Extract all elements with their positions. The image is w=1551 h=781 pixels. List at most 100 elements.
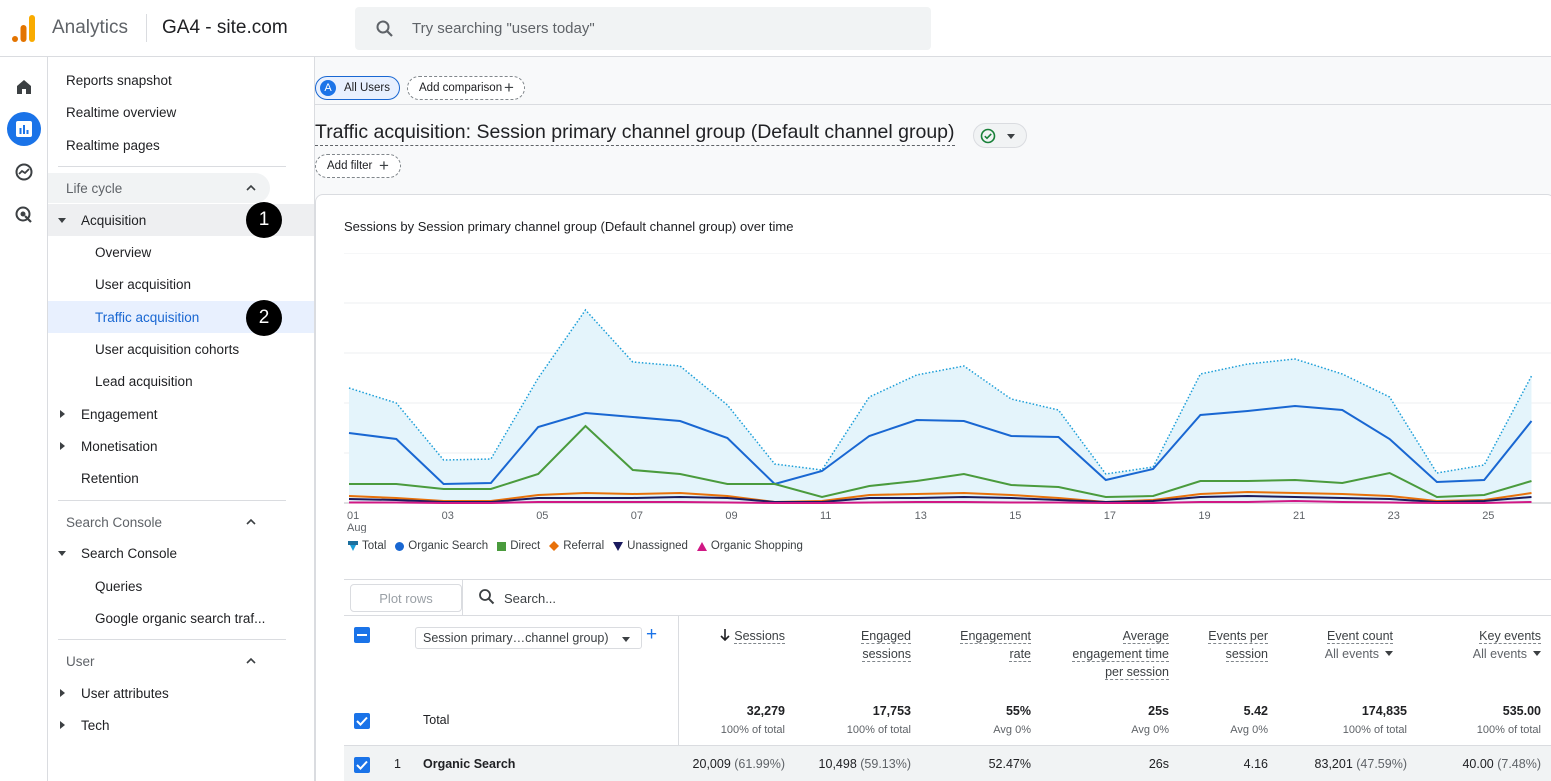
section-user[interactable]: User — [48, 646, 270, 676]
nav-realtime-overview[interactable]: Realtime overview — [48, 96, 314, 128]
caret-down-icon — [58, 218, 66, 223]
property-selector[interactable]: GA4 - site.com — [162, 17, 288, 38]
nav-queries[interactable]: Queries — [48, 570, 314, 602]
nav-label: User attributes — [81, 685, 169, 701]
nav-label: Tech — [81, 717, 110, 733]
row-checkbox[interactable] — [354, 757, 370, 773]
nav-search-console[interactable]: Search Console — [48, 537, 314, 569]
search-input[interactable]: Try searching "users today" — [355, 7, 931, 50]
column-header-sessions[interactable]: Sessions — [720, 627, 785, 645]
add-dimension-button[interactable]: + — [646, 624, 658, 645]
nav-retention[interactable]: Retention — [48, 462, 314, 494]
dimension-selector[interactable]: Session primary…channel group) — [415, 627, 642, 649]
total-sub: Avg 0% — [1230, 724, 1268, 736]
legend-item-organic-shopping[interactable]: Organic Shopping — [696, 540, 803, 552]
report-card: Sessions by Session primary channel grou… — [315, 194, 1551, 781]
chart-legend: Total Organic Search Direct Referral Una… — [348, 540, 812, 552]
advertising-icon — [15, 206, 32, 223]
column-divider — [678, 615, 679, 781]
square-marker-icon — [497, 541, 507, 551]
series-line-organic-search[interactable] — [348, 404, 1533, 486]
event-filter-label[interactable]: All events — [1472, 647, 1527, 661]
search-placeholder: Try searching "users today" — [412, 20, 595, 37]
row-label[interactable]: Organic Search — [423, 757, 516, 771]
row-value: 83,201 (47.59%) — [1315, 757, 1407, 771]
legend-item-unassigned[interactable]: Unassigned — [613, 540, 688, 552]
nav-reports-snapshot[interactable]: Reports snapshot — [48, 64, 314, 96]
total-sub: 100% of total — [1476, 724, 1541, 736]
home-icon — [17, 80, 31, 94]
plot-rows-button[interactable]: Plot rows — [350, 584, 462, 612]
x-tick-label: 01 — [347, 510, 359, 522]
total-row-checkbox[interactable] — [354, 713, 370, 729]
circle-marker-icon — [395, 541, 405, 551]
analytics-logo[interactable] — [12, 15, 36, 43]
legend-item-total[interactable]: Total — [348, 540, 386, 552]
nav-user-acquisition-cohorts[interactable]: User acquisition cohorts — [48, 333, 314, 365]
row-value: 20,009 (61.99%) — [693, 757, 785, 771]
row-value: 4.16 — [1243, 757, 1268, 771]
legend-item-referral[interactable]: Referral — [549, 540, 604, 552]
column-header-event-count[interactable]: Event count All events — [1325, 627, 1393, 663]
nav-lead-acquisition[interactable]: Lead acquisition — [48, 365, 314, 397]
segment-chip-all-users[interactable]: A All Users — [315, 76, 400, 100]
nav-user-acquisition[interactable]: User acquisition — [48, 268, 314, 300]
x-tick-label: 07 — [631, 510, 643, 522]
line-chart[interactable]: 01 03 05 07 09 11 13 15 17 19 21 23 25 Aug — [344, 253, 1551, 533]
series-line-referral[interactable] — [348, 490, 1532, 504]
nav-label: Realtime overview — [66, 104, 177, 120]
cell-value: 83,201 — [1314, 757, 1353, 771]
page-title[interactable]: Traffic acquisition: Session primary cha… — [315, 121, 955, 146]
section-life-cycle[interactable]: Life cycle — [48, 173, 270, 203]
legend-label: Direct — [510, 540, 541, 552]
advertising-button[interactable] — [7, 198, 41, 232]
column-header-engagement-rate[interactable]: Engagement rate — [960, 627, 1031, 663]
series-line-total[interactable] — [348, 308, 1533, 475]
nav-monetisation[interactable]: Monetisation — [48, 430, 314, 462]
section-label: Life cycle — [66, 181, 123, 196]
section-search-console[interactable]: Search Console — [48, 507, 270, 537]
column-label: Sessions — [734, 629, 785, 644]
add-comparison-button[interactable]: Add comparison + — [407, 76, 525, 100]
nav-acquisition-overview[interactable]: Overview — [48, 236, 314, 268]
select-all-checkbox[interactable] — [354, 627, 370, 643]
nav-user-attributes[interactable]: User attributes — [48, 677, 314, 709]
home-button[interactable] — [7, 70, 41, 104]
column-header-engaged-sessions[interactable]: Engaged sessions — [860, 627, 911, 663]
total-sub: Avg 0% — [993, 724, 1031, 736]
nav-realtime-pages[interactable]: Realtime pages — [48, 129, 314, 161]
column-header-events-per-session[interactable]: Events per session — [1208, 627, 1268, 663]
report-status-menu[interactable] — [973, 123, 1027, 148]
nav-engagement[interactable]: Engagement — [48, 398, 314, 430]
nav-divider — [58, 166, 286, 167]
nav-google-organic-search-traffic[interactable]: Google organic search traf... — [48, 602, 314, 634]
x-tick-label: 15 — [1009, 510, 1021, 522]
caret-right-icon — [60, 721, 65, 729]
legend-item-organic-search[interactable]: Organic Search — [395, 540, 488, 552]
explore-button[interactable] — [7, 155, 41, 189]
table-divider — [344, 615, 1551, 616]
row-value: 52.47% — [988, 757, 1031, 771]
table-row[interactable] — [344, 745, 1551, 781]
column-header-key-events[interactable]: Key events All events — [1473, 627, 1541, 663]
nav-tech[interactable]: Tech — [48, 709, 314, 741]
reports-button[interactable] — [7, 112, 41, 146]
chevron-up-icon — [246, 184, 256, 191]
add-filter-button[interactable]: Add filter + — [315, 154, 401, 178]
x-tick-label: 13 — [915, 510, 927, 522]
check-icon — [356, 716, 368, 726]
series-line-organic-shopping[interactable] — [349, 499, 1532, 504]
table-search-input[interactable]: Search... — [504, 591, 557, 606]
arrow-down-icon — [720, 629, 730, 642]
event-filter-label[interactable]: All events — [1324, 647, 1379, 661]
legend-item-direct[interactable]: Direct — [497, 540, 540, 552]
x-tick-label: 05 — [536, 510, 548, 522]
x-tick-label: 23 — [1388, 510, 1400, 522]
nav-label: Retention — [81, 470, 139, 486]
column-header-average-engagement-time[interactable]: Average engagement time per session — [1072, 627, 1169, 681]
series-area-total — [349, 310, 1532, 503]
series-line-unassigned[interactable] — [348, 494, 1532, 504]
series-line-direct[interactable] — [349, 424, 1532, 499]
nav-label: User acquisition — [95, 276, 192, 292]
column-label: per session — [1105, 665, 1169, 680]
